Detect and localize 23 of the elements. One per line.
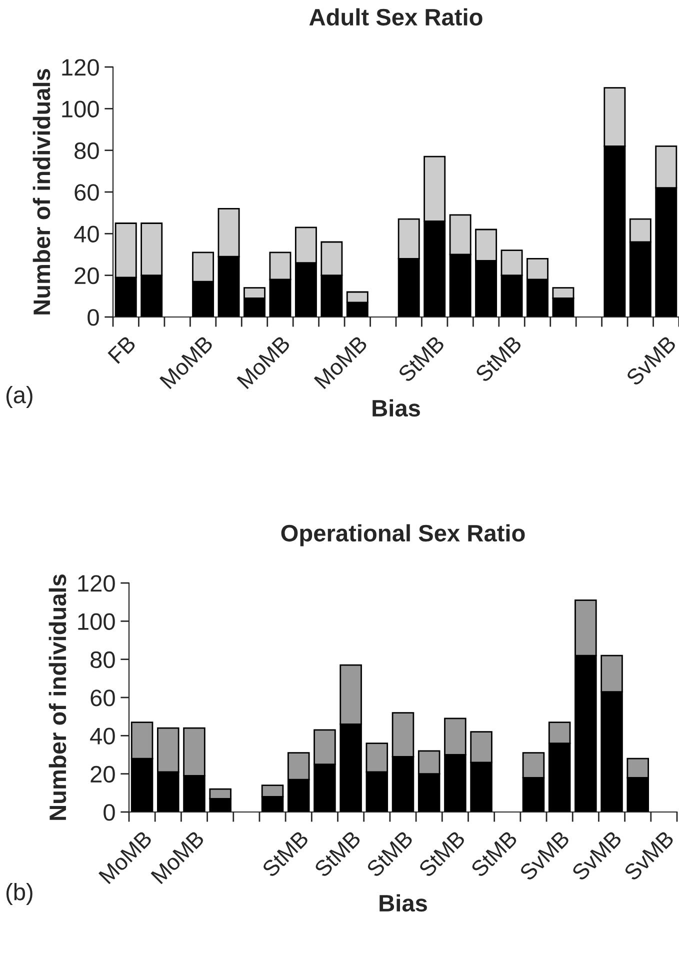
y-tick-label: 60	[90, 690, 115, 706]
y-tick-label: 100	[78, 613, 115, 630]
y-axis-title: Number of individuals	[48, 574, 66, 820]
y-tick-label: 60	[74, 184, 99, 201]
y-tick-label: 40	[74, 226, 99, 242]
x-axis-title: Bias	[372, 399, 420, 417]
x-tick-label: FB	[108, 335, 136, 364]
chart-title: Operational Sex Ratio	[281, 524, 525, 546]
y-tick-label: 80	[74, 142, 99, 160]
y-tick-label: 20	[74, 267, 99, 284]
y-tick-label: 40	[90, 728, 115, 744]
y-tick-label: 120	[62, 59, 99, 76]
y-tick-label: 120	[78, 575, 115, 592]
y-tick-label: 0	[104, 804, 115, 821]
y-axis-title: Number of individuals	[32, 68, 50, 314]
y-tick-label: 20	[90, 766, 115, 783]
y-tick-label: 0	[88, 309, 99, 326]
y-tick-label: 80	[90, 651, 115, 668]
chart-title: Adult Sex Ratio	[309, 8, 482, 26]
y-tick-label: 100	[62, 100, 99, 118]
text: (a)	[6, 386, 32, 408]
x-axis-title: Bias	[380, 894, 427, 912]
text: (b)	[6, 882, 32, 905]
